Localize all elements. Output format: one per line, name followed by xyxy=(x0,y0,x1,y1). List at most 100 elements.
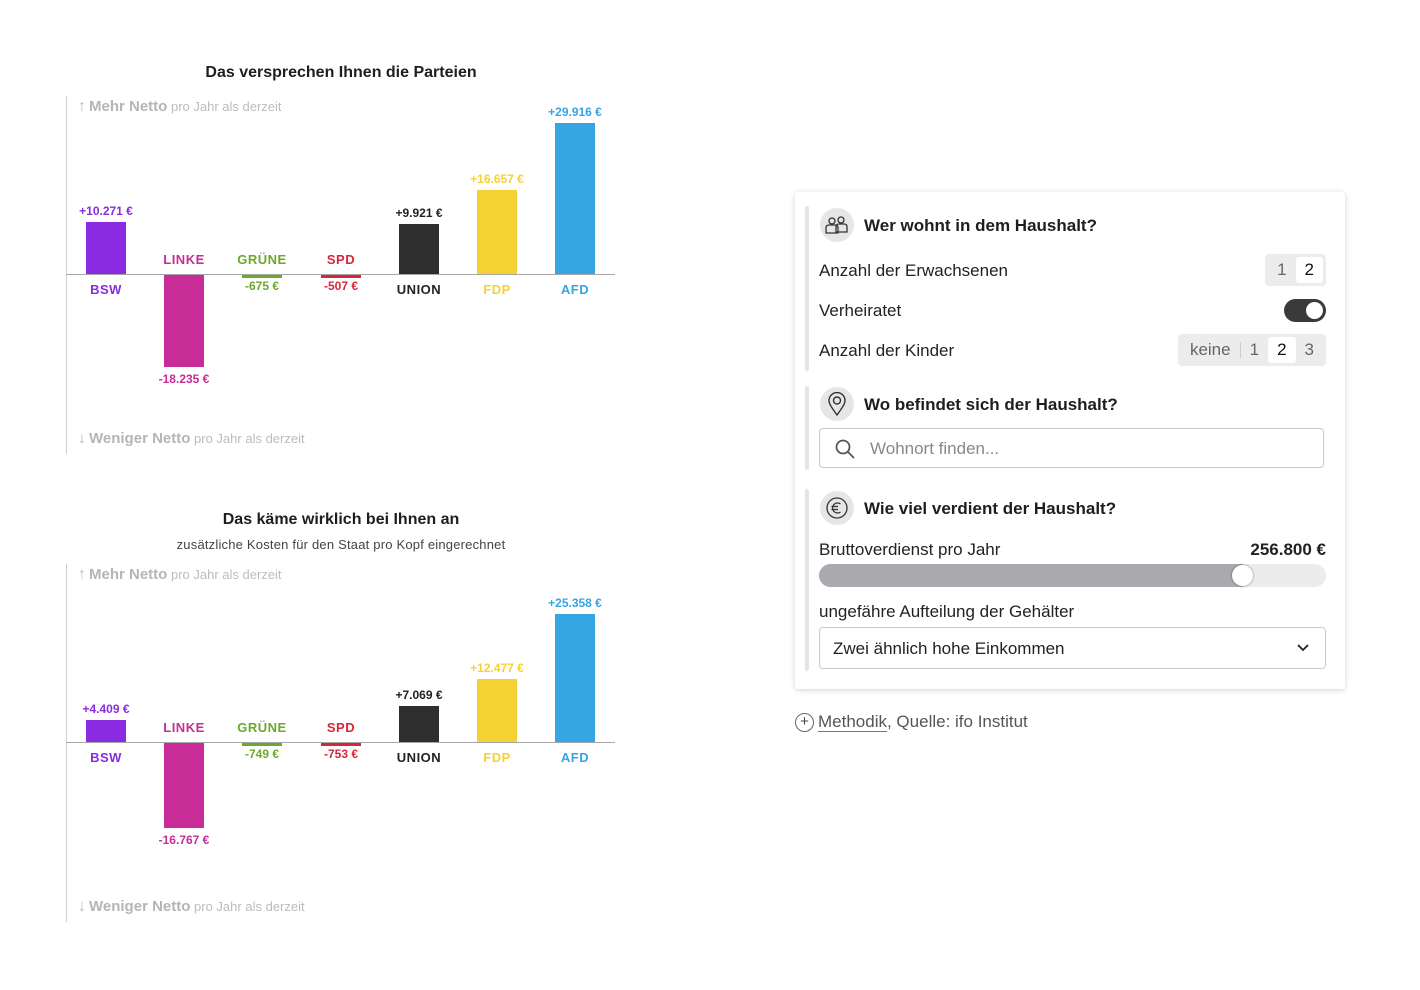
children-separator xyxy=(1239,342,1241,358)
chart-2-subtitle: zusätzliche Kosten für den Staat pro Kop… xyxy=(176,537,506,552)
euro-icon xyxy=(820,491,854,525)
household-panel: Wer wohnt in dem Haushalt? Anzahl der Er… xyxy=(795,192,1345,689)
chart-1-category-label: SPD xyxy=(326,252,356,267)
chart-1-value-label: +10.271 € xyxy=(79,204,133,219)
arrow-up-icon: ↑ xyxy=(78,566,86,583)
chart-1-category-label: UNION xyxy=(396,282,442,297)
chart-2-title: Das käme wirklich bei Ihnen an xyxy=(222,511,460,528)
chart-2-axis-top-bold: Mehr Netto xyxy=(89,566,168,583)
chart-1-baseline xyxy=(66,274,615,275)
search-icon xyxy=(835,439,855,459)
chart-1-bar-bsw xyxy=(86,222,126,274)
chart-1-value-label: -18.235 € xyxy=(158,372,210,387)
chart-1-value-label: +16.657 € xyxy=(470,171,524,186)
chart-2-value-label: +4.409 € xyxy=(82,701,130,716)
location-search-input[interactable] xyxy=(868,437,1302,461)
chart-2-category-label: UNION xyxy=(396,750,442,765)
chart-2-baseline xyxy=(66,742,615,743)
toggle-knob xyxy=(1306,302,1323,319)
married-toggle[interactable] xyxy=(1284,299,1326,322)
children-option-none[interactable]: keine xyxy=(1189,340,1231,359)
chart-2-axis-line xyxy=(66,564,67,922)
split-label: ungefähre Aufteilung der Gehälter xyxy=(819,602,1075,621)
chart-1-value-label: -507 € xyxy=(323,279,359,293)
children-selector: keine 1 2 3 xyxy=(1177,334,1326,366)
adults-label: Anzahl der Erwachsenen xyxy=(819,261,1009,280)
chart-1-axis-top-bold: Mehr Netto xyxy=(89,98,168,115)
chart-1-category-label: BSW xyxy=(90,282,122,297)
people-icon xyxy=(820,208,854,242)
chart-1-category-label: FDP xyxy=(483,282,511,297)
chart-2-axis-top: ↑ Mehr Netto pro Jahr als derzeit xyxy=(78,566,282,584)
arrow-down-icon: ↓ xyxy=(78,898,86,915)
chart-1-axis-bottom: ↓ Weniger Netto pro Jahr als derzeit xyxy=(78,430,305,448)
chart-2-bar-union xyxy=(399,706,439,742)
children-label: Anzahl der Kinder xyxy=(819,341,955,360)
slider-thumb[interactable] xyxy=(1232,565,1253,586)
adults-option-2[interactable]: 2 xyxy=(1295,257,1323,283)
chart-1-value-label: +9.921 € xyxy=(395,205,443,220)
chart-2-axis-bottom-rest: pro Jahr als derzeit xyxy=(194,899,305,914)
chart-2-category-label: BSW xyxy=(90,750,122,765)
chart-1-bar-union xyxy=(399,223,439,274)
split-select-value: Zwei ähnlich hohe Einkommen xyxy=(833,639,1065,658)
gross-income-slider[interactable] xyxy=(819,564,1326,587)
chart-2-value-label: +7.069 € xyxy=(395,688,443,703)
chart-2-axis-bottom: ↓ Weniger Netto pro Jahr als derzeit xyxy=(78,898,305,916)
chart-2-category-label: AFD xyxy=(560,750,590,765)
children-option-1[interactable]: 1 xyxy=(1249,340,1260,359)
chart-1-bar-spd xyxy=(321,275,361,278)
chart-2-axis-top-rest: pro Jahr als derzeit xyxy=(170,567,282,582)
chart-1-bar-grüne xyxy=(242,275,282,278)
gross-label: Bruttoverdienst pro Jahr xyxy=(819,540,1001,559)
chart-2-value-label: -16.767 € xyxy=(158,832,210,847)
slider-fill xyxy=(819,564,1243,587)
methodology-footer: + Methodik, Quelle: ifo Institut xyxy=(795,712,1028,733)
chart-2-axis-bottom-bold: Weniger Netto xyxy=(89,898,191,915)
chart-1-bar-linke xyxy=(164,275,204,368)
location-title: Wo befindet sich der Haushalt? xyxy=(864,395,1118,414)
chart-2-category-label: SPD xyxy=(326,720,356,735)
chart-1-axis-top: ↑ Mehr Netto pro Jahr als derzeit xyxy=(78,98,282,116)
arrow-up-icon: ↑ xyxy=(78,98,86,115)
chart-2-value-label: +12.477 € xyxy=(470,661,524,676)
income-title: Wie viel verdient der Haushalt? xyxy=(864,499,1117,518)
chart-1-category-label: AFD xyxy=(560,282,590,297)
chart-2-bar-bsw xyxy=(86,719,126,742)
plus-circle-icon[interactable]: + xyxy=(795,713,814,733)
chart-1-bar-fdp xyxy=(477,189,517,274)
chart-1-axis-line xyxy=(66,96,67,454)
chart-2-bar-afd xyxy=(555,614,595,742)
gross-value: 256.800 € xyxy=(1250,540,1326,559)
chart-2-bar-fdp xyxy=(477,679,517,742)
chart-1-axis-top-rest: pro Jahr als derzeit xyxy=(170,99,282,114)
chart-1-category-label: LINKE xyxy=(163,252,205,267)
chart-2-category-label: GRÜNE xyxy=(237,720,287,735)
household-title: Wer wohnt in dem Haushalt? xyxy=(864,216,1097,235)
chart-2-category-label: FDP xyxy=(483,750,511,765)
split-select[interactable]: Zwei ähnlich hohe Einkommen xyxy=(819,627,1326,669)
chart-1-value-label: +29.916 € xyxy=(548,105,602,119)
adults-selector: 1 2 xyxy=(1265,254,1326,286)
married-label: Verheiratet xyxy=(819,301,902,320)
arrow-down-icon: ↓ xyxy=(78,430,86,447)
children-option-2[interactable]: 2 xyxy=(1268,337,1296,363)
chart-1-title: Das versprechen Ihnen die Parteien xyxy=(205,64,477,81)
chart-1-bar-afd xyxy=(555,123,595,274)
chart-2-bar-spd xyxy=(321,743,361,746)
chart-1-category-label: GRÜNE xyxy=(237,252,287,267)
adults-option-1[interactable]: 1 xyxy=(1277,260,1287,279)
chart-1-axis-bottom-bold: Weniger Netto xyxy=(89,430,191,447)
chart-2-value-label: +25.358 € xyxy=(548,596,602,610)
section-bar-household xyxy=(805,206,809,371)
chart-2-bar-grüne xyxy=(242,743,282,746)
chart-2-bar-linke xyxy=(164,743,204,828)
location-search xyxy=(819,428,1324,468)
chart-2-value-label: -753 € xyxy=(323,747,359,761)
children-option-3[interactable]: 3 xyxy=(1304,340,1314,359)
location-pin-icon xyxy=(820,387,854,421)
chart-1-value-label: -675 € xyxy=(244,279,280,293)
source-text: , Quelle: ifo Institut xyxy=(886,712,1028,731)
chart-2-category-label: LINKE xyxy=(163,720,205,735)
methodology-link[interactable]: Methodik xyxy=(818,712,887,732)
